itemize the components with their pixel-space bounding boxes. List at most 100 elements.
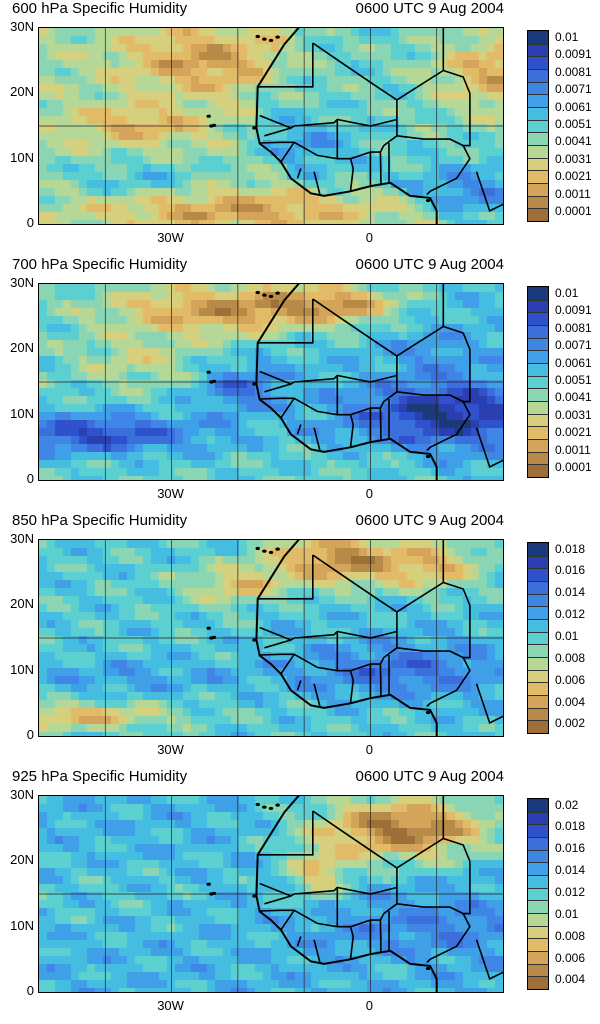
- colorbar-label: 0.014: [555, 585, 585, 599]
- colorbar-label: 0.018: [555, 542, 585, 556]
- colorbar-label: 0.0041: [555, 390, 592, 404]
- colorbar-label: 0.0031: [555, 152, 592, 166]
- colorbar-swatch: [528, 632, 548, 645]
- humidity-field: [39, 28, 503, 224]
- colorbar-label: 0.0081: [555, 65, 592, 79]
- island: [256, 291, 260, 294]
- colorbar-label: 0.0061: [555, 100, 592, 114]
- colorbar-swatch: [528, 862, 548, 875]
- colorbar-swatch: [528, 414, 548, 427]
- island: [426, 199, 430, 202]
- panel-title: 925 hPa Specific Humidity: [12, 768, 187, 785]
- map-panel: 700 hPa Specific Humidity 0600 UTC 9 Aug …: [0, 256, 600, 512]
- colorbar-swatch: [528, 325, 548, 338]
- colorbar-swatch: [528, 107, 548, 120]
- colorbar-swatch: [528, 464, 548, 477]
- y-tick-label: 20N: [4, 596, 34, 611]
- x-tick-label: 30W: [151, 998, 191, 1013]
- country-border: [260, 910, 281, 911]
- country-border: [260, 398, 281, 399]
- island: [206, 115, 210, 118]
- colorbar-swatch: [528, 708, 548, 721]
- island: [426, 711, 430, 714]
- island: [252, 382, 256, 385]
- colorbar-label: 0.0001: [555, 460, 592, 474]
- country-border: [380, 664, 381, 695]
- colorbar-label: 0.0071: [555, 82, 592, 96]
- colorbar-swatch: [528, 196, 548, 209]
- colorbar-swatch: [528, 951, 548, 964]
- colorbar-swatch: [528, 850, 548, 863]
- colorbar-swatch: [528, 556, 548, 569]
- y-tick-label: 30N: [4, 19, 34, 34]
- colorbar-label: 0.014: [555, 863, 585, 877]
- colorbar-swatch: [528, 287, 548, 300]
- colorbar-swatch: [528, 208, 548, 221]
- colorbar-label: 0.004: [555, 972, 585, 986]
- island: [209, 124, 213, 127]
- colorbar-swatch: [528, 44, 548, 57]
- colorbar-swatch: [528, 670, 548, 683]
- colorbar-swatch: [528, 183, 548, 196]
- colorbar-label: 0.0051: [555, 117, 592, 131]
- island: [269, 551, 273, 554]
- panel-title: 600 hPa Specific Humidity: [12, 0, 187, 17]
- y-tick-label: 30N: [4, 275, 34, 290]
- island: [275, 548, 279, 551]
- island: [269, 295, 273, 298]
- panel-time: 0600 UTC 9 Aug 2004: [356, 768, 504, 785]
- map-plot: [38, 27, 504, 225]
- colorbar-label: 0.0021: [555, 169, 592, 183]
- colorbar-label: 0.0091: [555, 47, 592, 61]
- colorbar-swatch: [528, 94, 548, 107]
- colorbar-swatch: [528, 720, 548, 733]
- colorbar-swatch: [528, 56, 548, 69]
- island: [206, 883, 210, 886]
- colorbar-swatch: [528, 812, 548, 825]
- colorbar-swatch: [528, 888, 548, 901]
- colorbar-swatch: [528, 926, 548, 939]
- panel-time: 0600 UTC 9 Aug 2004: [356, 512, 504, 529]
- y-tick-label: 20N: [4, 340, 34, 355]
- island: [256, 35, 260, 38]
- colorbar-swatch: [528, 581, 548, 594]
- colorbar-label: 0.0081: [555, 321, 592, 335]
- y-tick-label: 0: [4, 471, 34, 486]
- x-tick-label: 30W: [151, 486, 191, 501]
- colorbar: [527, 542, 549, 734]
- colorbar-swatch: [528, 900, 548, 913]
- island: [206, 627, 210, 630]
- island: [426, 967, 430, 970]
- island: [262, 294, 266, 297]
- colorbar-swatch: [528, 363, 548, 376]
- colorbar-label: 0.006: [555, 951, 585, 965]
- colorbar-swatch: [528, 594, 548, 607]
- colorbar-label: 0.0031: [555, 408, 592, 422]
- humidity-field: [39, 796, 503, 992]
- colorbar-swatch: [528, 439, 548, 452]
- island: [269, 807, 273, 810]
- island: [275, 292, 279, 295]
- colorbar-swatch: [528, 619, 548, 632]
- colorbar-label: 0.0041: [555, 134, 592, 148]
- colorbar-label: 0.012: [555, 885, 585, 899]
- colorbar-swatch: [528, 824, 548, 837]
- island: [256, 803, 260, 806]
- country-border: [380, 408, 381, 439]
- map-panel: 925 hPa Specific Humidity 0600 UTC 9 Aug …: [0, 768, 600, 1024]
- colorbar-swatch: [528, 312, 548, 325]
- panel-time: 0600 UTC 9 Aug 2004: [356, 256, 504, 273]
- colorbar-swatch: [528, 350, 548, 363]
- colorbar-label: 0.016: [555, 563, 585, 577]
- colorbar-label: 0.008: [555, 929, 585, 943]
- y-tick-label: 10N: [4, 918, 34, 933]
- colorbar-label: 0.02: [555, 798, 578, 812]
- colorbar-swatch: [528, 300, 548, 313]
- y-tick-label: 30N: [4, 787, 34, 802]
- panel-title: 700 hPa Specific Humidity: [12, 256, 187, 273]
- x-tick-label: 30W: [151, 230, 191, 245]
- island: [262, 806, 266, 809]
- island: [252, 126, 256, 129]
